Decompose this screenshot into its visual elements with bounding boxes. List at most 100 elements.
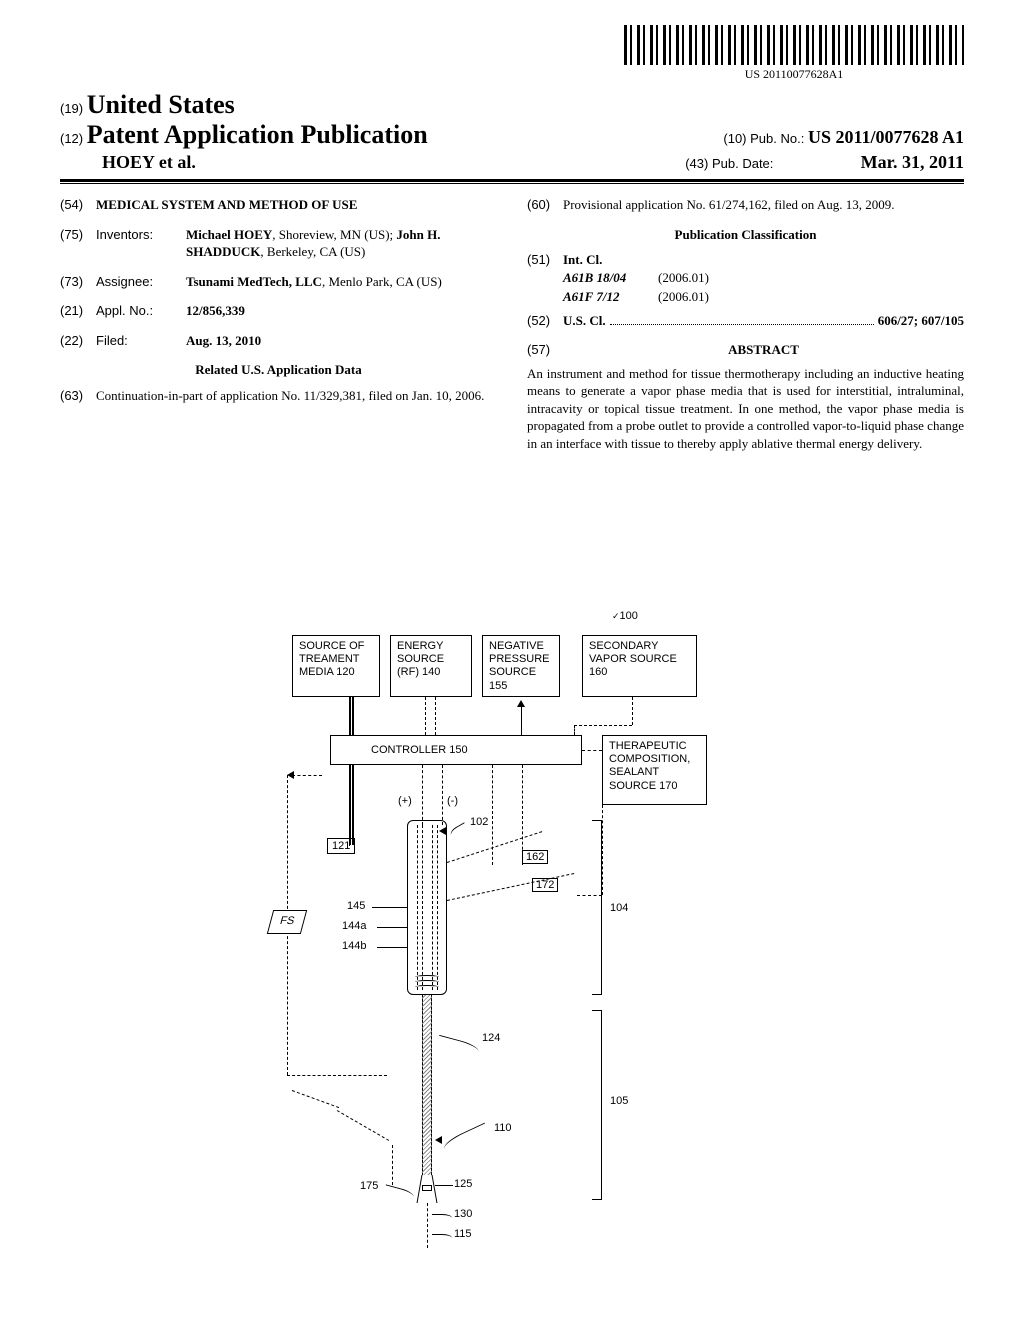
filed-num: (22) [60,332,96,350]
dash-down3 [392,1145,393,1185]
label-110: 110 [494,1122,512,1134]
barcode-region: US 20110077628A1 [624,25,964,82]
intcl-label: Int. Cl. [563,251,964,269]
figure-container: ✓100 SOURCE OF TREAMENT MEDIA 120 ENERGY… [0,620,1024,1300]
pubdate-val: Mar. 31, 2011 [861,152,964,172]
inventors-row: (75) Inventors: Michael HOEY, Shoreview,… [60,226,497,261]
tip-dash [427,1203,428,1248]
coil [415,975,439,990]
class-heading: Publication Classification [527,226,964,244]
label-105: 105 [610,1095,628,1107]
intcl-row: (51) Int. Cl. A61B 18/04 (2006.01) A61F … [527,251,964,308]
abstract-num: (57) [527,341,563,359]
prov-row: (60) Provisional application No. 61/274,… [527,196,964,214]
inv1-rest: , Shoreview, MN (US); [272,227,396,242]
pub-left: (12) Patent Application Publication [60,120,428,150]
uscl-val: 606/27; 607/105 [878,312,964,330]
assignee-label: Assignee: [96,273,186,291]
conn-vapor-v [632,697,633,725]
label-104: 104 [610,902,628,914]
inventors-num: (75) [60,226,96,261]
box-therapeutic: THERAPEUTIC COMPOSITION, SEALANT SOURCE … [602,735,707,805]
pub-right: (10) Pub. No.: US 2011/0077628 A1 [723,127,964,148]
pubno-val: US 2011/0077628 A1 [808,127,964,147]
filed-row: (22) Filed: Aug. 13, 2010 [60,332,497,350]
divider-thin [60,183,964,184]
arc-102 [449,822,470,840]
abstract-text: An instrument and method for tissue ther… [527,365,964,453]
cont-row: (63) Continuation-in-part of application… [60,387,497,405]
conn-c-neg [492,765,493,865]
shaft-hatch [422,995,432,1175]
prov-text: Provisional application No. 61/274,162, … [563,196,964,214]
fs-top-arr [287,771,294,779]
assignee-num: (73) [60,273,96,291]
pubdate-num: (43) [685,156,708,171]
bibliographic-columns: (54) MEDICAL SYSTEM AND METHOD OF USE (7… [60,196,964,453]
assignee-val: Tsunami MedTech, LLC, Menlo Park, CA (US… [186,273,497,291]
intcl-2-code: A61F 7/12 [563,288,658,306]
ther-down [602,805,603,895]
label-minus: (-) [447,795,458,807]
arc-115 [432,1234,452,1242]
bracket-104 [592,820,602,995]
label-121: 121 [327,838,355,854]
label-124: 124 [482,1032,500,1044]
dotfill [610,315,874,325]
cont-text: Continuation-in-part of application No. … [96,387,497,405]
arc-124 [436,1035,480,1057]
conn-c-minus [442,765,443,825]
ch2 [422,825,423,990]
title-text: MEDICAL SYSTEM AND METHOD OF USE [96,196,497,214]
dash-down1 [292,1090,339,1108]
label-145: 145 [347,900,365,912]
label-172: 172 [532,878,558,892]
conn-vapor-v2 [574,725,575,735]
barcode-text: US 20110077628A1 [624,67,964,82]
intcl-1-code: A61B 18/04 [563,269,658,287]
arc-130 [432,1214,452,1222]
intcl-1-date: (2006.01) [658,269,709,287]
intcl-1: A61B 18/04 (2006.01) [563,269,964,287]
filed-label: Filed: [96,332,186,350]
box-neg: NEGATIVE PRESSURE SOURCE 155 [482,635,560,697]
label-162: 162 [522,850,548,864]
label-144a: 144a [342,920,366,932]
pub-line: (12) Patent Application Publication (10)… [60,120,964,150]
assignee-row: (73) Assignee: Tsunami MedTech, LLC, Men… [60,273,497,291]
label-125: 125 [454,1178,472,1190]
conn-energy2 [435,697,436,735]
uscl-label: U.S. Cl. [563,312,606,330]
applno-num: (21) [60,302,96,320]
conn-c-media [349,765,351,845]
abstract-heading-row: (57) ABSTRACT [527,341,964,359]
box-controller: CONTROLLER 150 [330,735,582,765]
ch1 [417,825,418,990]
pubno-num: (10) [723,131,746,146]
label-144b: 144b [342,940,366,952]
line-144a [377,927,407,928]
uscl-num: (52) [527,312,563,330]
label-130: 130 [454,1208,472,1220]
uscl-line: U.S. Cl. 606/27; 607/105 [563,312,964,330]
barcode-graphic [624,25,964,65]
box-media: SOURCE OF TREAMENT MEDIA 120 [292,635,380,697]
pub-num: (12) [60,131,83,146]
d121 [349,845,350,846]
conn-media2 [352,697,354,735]
conn-neg [521,707,522,735]
applno-val: 12/856,339 [186,302,497,320]
author-line: HOEY et al. (43) Pub. Date: Mar. 31, 201… [60,152,964,173]
fs-bot [287,1075,387,1076]
title-num: (54) [60,196,96,214]
box-vapor: SECONDARY VAPOR SOURCE 160 [582,635,697,697]
line-125 [435,1185,453,1186]
header-block: (19) United States (12) Patent Applicati… [60,90,964,184]
label-plus: (+) [398,795,412,807]
country-num: (19) [60,101,83,116]
pub-label: Patent Application Publication [87,120,428,149]
intcl-2-date: (2006.01) [658,288,709,306]
applno-row: (21) Appl. No.: 12/856,339 [60,302,497,320]
inventors-label: Inventors: [96,226,186,261]
inventors-val: Michael HOEY, Shoreview, MN (US); John H… [186,226,497,261]
